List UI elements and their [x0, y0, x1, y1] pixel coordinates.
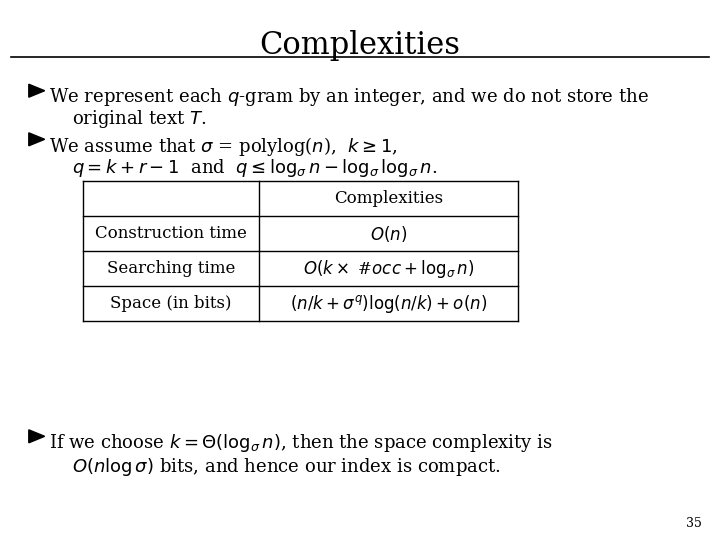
Text: Complexities: Complexities — [334, 190, 444, 207]
Text: 35: 35 — [686, 517, 702, 530]
Polygon shape — [29, 133, 45, 146]
Text: $O(k \times$ #$occ + \log_\sigma n)$: $O(k \times$ #$occ + \log_\sigma n)$ — [303, 258, 474, 280]
Text: Searching time: Searching time — [107, 260, 235, 277]
Text: If we choose $k = \Theta(\log_\sigma n)$, then the space complexity is: If we choose $k = \Theta(\log_\sigma n)$… — [49, 432, 553, 454]
Polygon shape — [29, 84, 45, 97]
Text: We represent each $q$-gram by an integer, and we do not store the: We represent each $q$-gram by an integer… — [49, 86, 649, 109]
Text: original text $T$.: original text $T$. — [72, 108, 207, 130]
Text: Space (in bits): Space (in bits) — [110, 295, 232, 312]
Polygon shape — [29, 430, 45, 443]
Text: $(n / k + \sigma^q)\log(n / k) + o(n)$: $(n / k + \sigma^q)\log(n / k) + o(n)$ — [290, 293, 487, 315]
Text: $q = k + r - 1$  and  $q \leq \log_\sigma n - \log_\sigma \log_\sigma n$.: $q = k + r - 1$ and $q \leq \log_\sigma … — [72, 157, 437, 179]
Text: $O(n)$: $O(n)$ — [370, 224, 408, 244]
Text: Construction time: Construction time — [95, 225, 247, 242]
Text: Complexities: Complexities — [259, 30, 461, 60]
Text: $O(n \log \sigma)$ bits, and hence our index is compact.: $O(n \log \sigma)$ bits, and hence our i… — [72, 456, 500, 478]
Text: We assume that $\sigma$ = polylog($n$),  $k \geq 1$,: We assume that $\sigma$ = polylog($n$), … — [49, 135, 397, 158]
